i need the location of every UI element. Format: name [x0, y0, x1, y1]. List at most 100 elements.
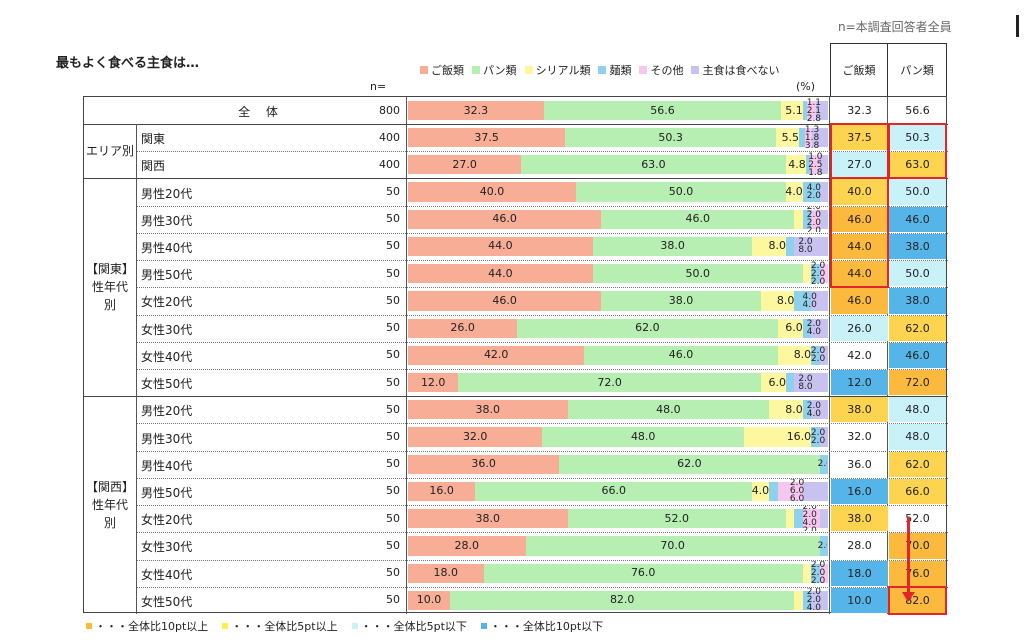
bar-segment	[408, 101, 544, 120]
trend-arrow-shaft	[907, 517, 910, 593]
n-value: 50	[386, 185, 400, 199]
bar-segment	[752, 236, 786, 257]
bar-segment	[408, 345, 585, 365]
bar-segment	[820, 155, 828, 175]
small-value: 4.0	[806, 183, 822, 194]
small-value: 1.8	[808, 167, 823, 178]
bar-value-label: 44.0	[488, 239, 513, 253]
bar-segment	[819, 454, 828, 474]
bar-segment	[408, 590, 450, 610]
small-value: 2.0	[789, 478, 805, 489]
bar-segment	[819, 536, 828, 556]
row-separator	[136, 505, 948, 507]
bar-value-label: 56.6	[650, 103, 675, 117]
bar-segment	[819, 509, 828, 529]
row-label: 男性40代	[141, 240, 193, 255]
n-value: 50	[386, 375, 400, 389]
bread-cell: 38.0	[889, 233, 946, 260]
respondent-note: n=本調査回答者全員	[838, 20, 952, 34]
bar-value-label: 6.0	[768, 375, 786, 389]
group-label: エリア別	[85, 144, 134, 159]
small-value: 2.0	[802, 525, 817, 532]
bar-segment	[811, 209, 820, 229]
small-values: 2.0 2.0 2.0 2.0	[801, 207, 827, 232]
bar-segment	[802, 481, 828, 502]
bar-value-label: 32.3	[463, 103, 489, 117]
bar-segment	[802, 590, 812, 610]
legend-item: 麺類	[598, 62, 631, 78]
column-header-rice: ご飯類	[842, 64, 876, 77]
highlight-box	[888, 123, 947, 180]
bar-value-label: 28.0	[454, 538, 480, 552]
bar-value-label: 46.0	[668, 348, 694, 362]
legend-label: 麺類	[609, 64, 632, 77]
small-value: 2.0	[806, 319, 822, 330]
n-value: 50	[386, 484, 400, 498]
bar-segment	[802, 209, 812, 229]
row-separator	[84, 396, 948, 398]
column-header-box	[830, 43, 947, 96]
bar-segment	[777, 481, 803, 502]
highlight-box	[830, 123, 889, 180]
bar-value-label: 62.0	[635, 321, 660, 335]
bar-segment	[475, 481, 753, 502]
bar-value-label: 50.0	[685, 266, 711, 280]
small-value: 2.0	[806, 206, 822, 213]
row-separator	[136, 260, 948, 262]
bar-segment	[807, 101, 817, 120]
bar-value-label: 5.1	[785, 103, 803, 117]
difference-legend-swatch	[480, 623, 487, 629]
small-values: 2.0 2.0 2.0	[809, 561, 827, 586]
row-separator	[136, 341, 948, 343]
bar-segment	[816, 101, 828, 120]
small-values: 2.0 2.0 4.0	[801, 588, 827, 613]
rice-cell: 12.0	[831, 369, 888, 396]
bar-value-label: 12.0	[420, 375, 446, 389]
n-value: 50	[386, 430, 400, 444]
row-label: 男性30代	[141, 431, 193, 446]
difference-legend-swatch	[86, 623, 92, 629]
column-header-divider	[887, 43, 888, 96]
small-values: 2.0 8.0	[784, 370, 827, 395]
group-label-line: 別	[103, 516, 116, 531]
row-separator	[136, 151, 948, 153]
bar-segment	[776, 128, 800, 148]
small-values: 2.0 2.0 2.0	[809, 261, 827, 286]
legend-item: パン類	[472, 62, 517, 78]
bar-value-label: 52.0	[664, 511, 690, 525]
small-value: 8.0	[798, 381, 813, 392]
bar-segment	[805, 155, 810, 175]
bar-value-label: 6.0	[785, 321, 803, 335]
small-value: 4.0	[802, 299, 817, 310]
small-value: 2.0	[806, 400, 822, 411]
bar-value-label: 16.0	[429, 484, 454, 498]
small-value: 2.0	[798, 237, 813, 248]
bar-value-label: 18.0	[433, 566, 459, 580]
bar-value-label: 8.0	[793, 348, 812, 362]
difference-legend-item: ・・・全体比10pt以上	[86, 618, 208, 634]
row-separator	[136, 477, 948, 479]
small-values: 2.0 4.0	[801, 316, 827, 341]
row-separator	[136, 368, 948, 370]
bread-cell: 48.0	[889, 424, 946, 450]
bar-value-label: 46.0	[685, 212, 711, 226]
bread-cell: 70.0	[889, 533, 946, 559]
small-value: 2.0	[806, 191, 822, 202]
bar-segment	[802, 509, 820, 529]
legend-label: シリアル類	[535, 64, 591, 77]
row-separator	[136, 586, 948, 588]
legend-item: シリアル類	[524, 62, 591, 78]
bar-segment	[744, 427, 812, 447]
bar-value-label: 40.0	[479, 185, 505, 199]
bar-segment	[777, 318, 803, 338]
bar-segment	[567, 400, 770, 420]
bar-segment	[408, 291, 602, 311]
small-values: 2.0 6.0 6.0	[767, 479, 827, 504]
bar-segment	[483, 563, 803, 583]
difference-legend-item: ・・・全体比5pt以上	[222, 618, 338, 634]
bar-segment	[408, 155, 522, 175]
rice-cell: 37.5	[831, 125, 888, 151]
small-value: 4.0	[806, 327, 822, 338]
difference-legend-swatch	[351, 623, 358, 629]
n-value: 50	[386, 212, 400, 226]
